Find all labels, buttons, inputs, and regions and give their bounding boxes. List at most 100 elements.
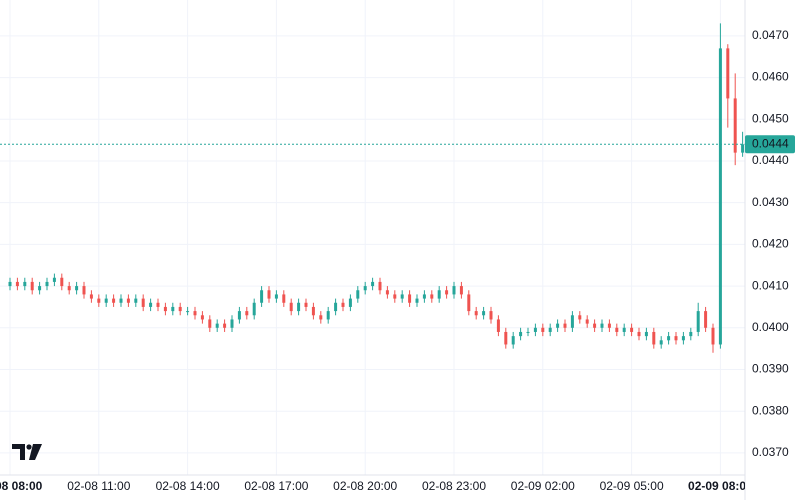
candle-body: [385, 290, 389, 295]
y-tick-label: 0.0370: [752, 445, 789, 459]
x-tick-label: 02-09 05:00: [600, 479, 664, 493]
candle-body: [718, 48, 722, 345]
y-tick-label: 0.0380: [752, 403, 789, 417]
x-tick-label: 02-09 08:00: [688, 479, 753, 493]
candle-body: [482, 311, 486, 316]
candle-body: [289, 302, 293, 312]
candle-body: [667, 336, 671, 341]
y-tick-label: 0.0430: [752, 195, 789, 209]
x-tick-label: 02-09 02:00: [511, 479, 575, 493]
candle-body: [60, 277, 64, 287]
candle-body: [622, 327, 626, 332]
candle-body: [548, 327, 552, 332]
time-axis: 02-08 08:00 02-08 11:00 02-08 14:00 02-08 1…: [0, 479, 753, 493]
candle-body: [585, 319, 589, 324]
candle-body: [311, 306, 315, 316]
x-tick-label: 02-08 11:00: [67, 479, 130, 493]
candle-body: [467, 294, 471, 312]
candle-body: [422, 294, 426, 299]
candle-body: [326, 311, 330, 320]
candle-body: [23, 281, 27, 287]
candle-body: [556, 323, 560, 328]
y-tick-label: 0.0450: [752, 111, 789, 125]
candle-body: [578, 315, 582, 320]
candle-body: [356, 290, 360, 299]
candle-body: [741, 144, 745, 153]
candle-body: [119, 298, 123, 303]
candle-body: [607, 323, 611, 328]
candle-body: [452, 286, 456, 295]
candle-body: [674, 336, 678, 341]
candle-body: [496, 319, 500, 332]
candle-body: [186, 311, 190, 313]
candle-body: [681, 336, 685, 341]
candle-body: [163, 306, 167, 312]
candle-body: [297, 302, 301, 312]
candle-body: [45, 281, 49, 287]
candle-body: [193, 311, 197, 316]
candle-body: [171, 306, 175, 312]
candle-body: [112, 298, 116, 303]
candle-body: [52, 277, 56, 282]
y-tick-label: 0.0460: [752, 70, 789, 84]
candle-body: [89, 294, 93, 299]
candle-body: [237, 311, 241, 320]
candle-body: [304, 302, 308, 307]
candle-body: [8, 281, 12, 287]
candle-body: [126, 298, 130, 303]
candle-body: [415, 298, 419, 303]
x-tick-label: 02-08 14:00: [156, 479, 220, 493]
candle-body: [274, 294, 278, 299]
candle-body: [230, 319, 234, 328]
candle-body: [334, 302, 338, 312]
candle-body: [644, 331, 648, 337]
price-axis: 0.0370 0.0380 0.0390 0.0400 0.0410 0.0420 0.04…: [745, 28, 795, 459]
candle-body: [363, 286, 367, 291]
candle-body: [430, 294, 434, 299]
candle-body: [637, 331, 641, 337]
candle-body: [38, 286, 42, 291]
y-tick-label: 0.0420: [752, 237, 789, 251]
x-tick-label: 02-08 08:00: [0, 479, 43, 493]
candle-body: [630, 327, 634, 332]
candle-body: [141, 298, 145, 307]
candle-body: [393, 294, 397, 299]
candle-body: [156, 302, 160, 307]
candle-body: [526, 331, 530, 333]
candle-body: [570, 315, 574, 328]
x-tick-label: 02-08 20:00: [333, 479, 397, 493]
candle-body: [104, 298, 108, 303]
x-tick-label: 02-08 23:00: [422, 479, 486, 493]
candle-body: [489, 311, 493, 320]
candle-body: [134, 298, 138, 303]
candle-body: [348, 298, 352, 307]
candle-body: [615, 327, 619, 332]
y-tick-label: 0.0470: [752, 28, 789, 42]
candle-body: [149, 302, 153, 307]
grid: [0, 0, 745, 475]
candle-body: [533, 327, 537, 332]
candle-body: [400, 294, 404, 299]
candle-body: [267, 290, 271, 299]
candle-body: [260, 290, 264, 303]
candle-body: [711, 327, 715, 345]
candle-body: [511, 336, 515, 345]
candle-body: [245, 311, 249, 316]
candle-body: [519, 331, 523, 337]
candle-body: [75, 286, 79, 291]
last-price-label: 0.0444: [752, 136, 789, 150]
candle-body: [704, 311, 708, 328]
last-price-box: [745, 135, 795, 154]
candle-body: [593, 323, 597, 328]
plot-area: [0, 23, 745, 353]
candle-body: [437, 290, 441, 299]
candle-body: [67, 286, 71, 291]
candle-body: [371, 281, 375, 287]
candle-body: [341, 302, 345, 307]
y-tick-label: 0.0400: [752, 320, 789, 334]
x-tick-label: 02-08 17:00: [244, 479, 308, 493]
y-tick-label: 0.0390: [752, 362, 789, 376]
y-tick-label: 0.0410: [752, 278, 789, 292]
candle-body: [689, 331, 693, 337]
